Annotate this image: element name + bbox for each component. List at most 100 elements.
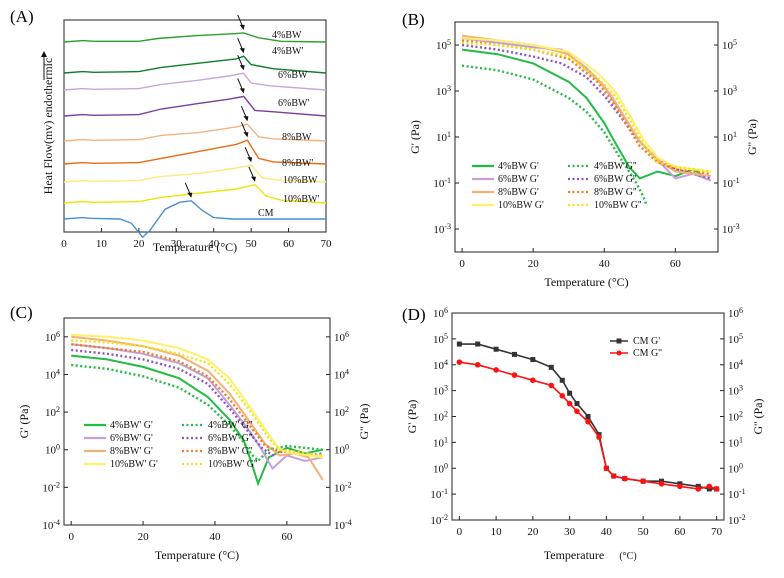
panel-b-y-tick-label: 103 — [436, 84, 451, 99]
panel-d-x-tick-label: 60 — [674, 526, 686, 538]
panel-a-x-tick-label: 50 — [246, 238, 258, 250]
panel-d-data-marker — [567, 390, 573, 396]
panel-b-y-tick-label: 10-1 — [433, 176, 451, 191]
panel-d-legend-label: CM G' — [633, 336, 660, 347]
panel-b-y-axis-title: G' (Pa) — [408, 120, 422, 154]
panel-a-series-label: 6%BW — [278, 70, 308, 81]
panel-a-series-label: 8%BW — [282, 132, 312, 143]
panel-b-legend-label: 10%BW G'' — [594, 200, 642, 211]
panel-c-y2-tick-label: 104 — [334, 367, 349, 382]
panel-d-y-tick-label: 100 — [433, 461, 448, 476]
panel-c-x-tick-label: 40 — [209, 531, 221, 543]
panel-b-y2-tick-label: 105 — [722, 38, 737, 53]
panel-a-peak-arrowhead — [239, 88, 245, 94]
panel-b-y-tick-label: 101 — [436, 130, 451, 145]
panel-c-plot-frame — [63, 317, 331, 526]
panel-d-data-marker — [548, 364, 554, 370]
panel-b-legend-label: 6%BW G' — [498, 174, 539, 185]
panel-d-x-tick-label: 40 — [601, 526, 613, 538]
panel-c-legend-label: 8%BW' G' — [110, 446, 153, 457]
panel-d-x-axis-title: Temperature — [544, 548, 604, 562]
panel-b-x-tick-label: 40 — [599, 258, 611, 270]
panel-d-data-marker — [456, 359, 463, 365]
panel-c-y-axis-title: G' (Pa) — [17, 405, 31, 439]
panel-d-y-tick-label: 104 — [433, 357, 448, 372]
chart-root: 0 10 20 30 40 50 60 704%BW4%BW'6%BW6%BW'8%BW8%B… — [17, 14, 765, 562]
panel-c-y-tick-label: 102 — [45, 405, 60, 420]
panel-d-data-marker — [695, 486, 702, 492]
panel-c-x-tick-label: 20 — [138, 531, 150, 543]
panel-b-series-line — [462, 37, 712, 173]
panel-a-plot-frame — [63, 19, 327, 233]
panel-b-legend-label: 4%BW G' — [498, 161, 539, 172]
panel-d-data-marker — [621, 475, 628, 482]
panel-d-y2-tick-label: 106 — [728, 306, 743, 321]
panel-a-x-tick-label: 70 — [321, 238, 333, 250]
panel-d-y-axis-title: G' (Pa) — [405, 400, 419, 434]
panel-a-series-line — [63, 164, 327, 183]
panel-b-x-axis-title: Temperature (°C) — [544, 275, 628, 289]
panel-c-legend-label: 6%BW' G' — [110, 433, 153, 444]
panel-b-series-line — [462, 41, 712, 173]
panel-d-data-marker — [559, 377, 565, 383]
panel-c-legend-label: 10%BW' G'' — [208, 459, 258, 470]
panel-d-data-marker — [511, 372, 518, 378]
panel-d-x-axis-unit: (°C) — [619, 551, 636, 562]
panel-d-y-tick-label: 106 — [433, 306, 448, 321]
panel-a-peak-arrowhead — [239, 48, 245, 54]
panel-c-legend-label: 10%BW' G' — [110, 459, 158, 470]
panel-d-data-marker — [713, 486, 720, 492]
panel-d-y-tick-label: 103 — [433, 383, 448, 398]
panel-a-series-line — [63, 32, 327, 43]
panel-a-y-axis-title: Heat Flow(mv) endothermic — [41, 58, 55, 195]
panel-b-series-line — [461, 37, 712, 182]
panel-b-series-line — [461, 48, 705, 180]
panel-d-y2-axis-title: G'' (Pa) — [751, 399, 765, 435]
panel-c-legend-label: 6%BW' G'' — [208, 433, 253, 444]
panel-d-y2-tick-label: 104 — [728, 357, 743, 372]
panel-b-y2-axis-title: G'' (Pa) — [745, 119, 759, 155]
panel-c-series-line — [71, 343, 323, 457]
panel-c-y2-tick-label: 10-4 — [334, 518, 352, 533]
panel-c-x-axis-title: Temperature (°C) — [155, 548, 239, 562]
panel-a-series-line — [63, 200, 326, 239]
panel-c-y2-axis-title: G'' (Pa) — [357, 404, 371, 440]
panel-c-y2-tick-label: 106 — [334, 329, 349, 344]
panel-d-legend-marker — [616, 350, 622, 356]
panel-a-peak-arrowhead — [239, 24, 245, 30]
panel-c-y-tick-label: 104 — [45, 367, 60, 382]
panel-c-y-tick-label: 106 — [45, 329, 60, 344]
panel-d-data-marker — [511, 351, 517, 357]
panel-a-x-tick-label: 0 — [61, 238, 67, 250]
panel-d-data-marker — [493, 367, 499, 373]
panel-c-series-line — [71, 333, 323, 459]
panel-d-data-marker — [574, 408, 580, 415]
panel-d-data-marker — [603, 465, 610, 472]
panel-c-series-line — [71, 363, 323, 463]
panel-b-legend-label: 8%BW G'' — [594, 187, 637, 198]
panel-d-x-tick-label: 0 — [457, 526, 463, 538]
panel-c-y-tick-label: 10-2 — [42, 480, 60, 495]
panel-d-data-marker — [530, 357, 536, 363]
panel-a-peak-arrowhead — [247, 157, 253, 163]
panel-a-x-tick-label: 60 — [283, 238, 295, 250]
panel-d-data-marker — [585, 418, 591, 425]
panel-d-legend-label: CM G'' — [633, 348, 662, 359]
panel-d-y2-tick-label: 103 — [728, 383, 743, 398]
panel-d-data-marker — [677, 483, 683, 490]
panel-b-legend-label: 8%BW G' — [498, 187, 539, 198]
panel-a-peak-arrowhead — [243, 116, 249, 122]
panel-c-y2-tick-label: 10-2 — [334, 480, 352, 495]
panel-d-x-tick-label: 20 — [527, 526, 539, 538]
panel-d-data-marker — [530, 377, 536, 384]
panel-b-plot-frame — [454, 21, 719, 253]
panel-a-peak-arrowhead — [243, 132, 249, 138]
panel-d-x-tick-label: 70 — [711, 526, 723, 538]
panel-d-data-marker — [706, 483, 713, 490]
panel-a-peak-arrowhead — [250, 176, 256, 182]
panel-a-series-line — [63, 139, 327, 165]
panel-a-peak-arrowhead — [187, 192, 193, 198]
panel-a-series-line — [63, 123, 327, 142]
panel-d-y2-tick-label: 10-1 — [728, 487, 746, 502]
panel-a-series-label: 10%BW' — [283, 194, 319, 205]
